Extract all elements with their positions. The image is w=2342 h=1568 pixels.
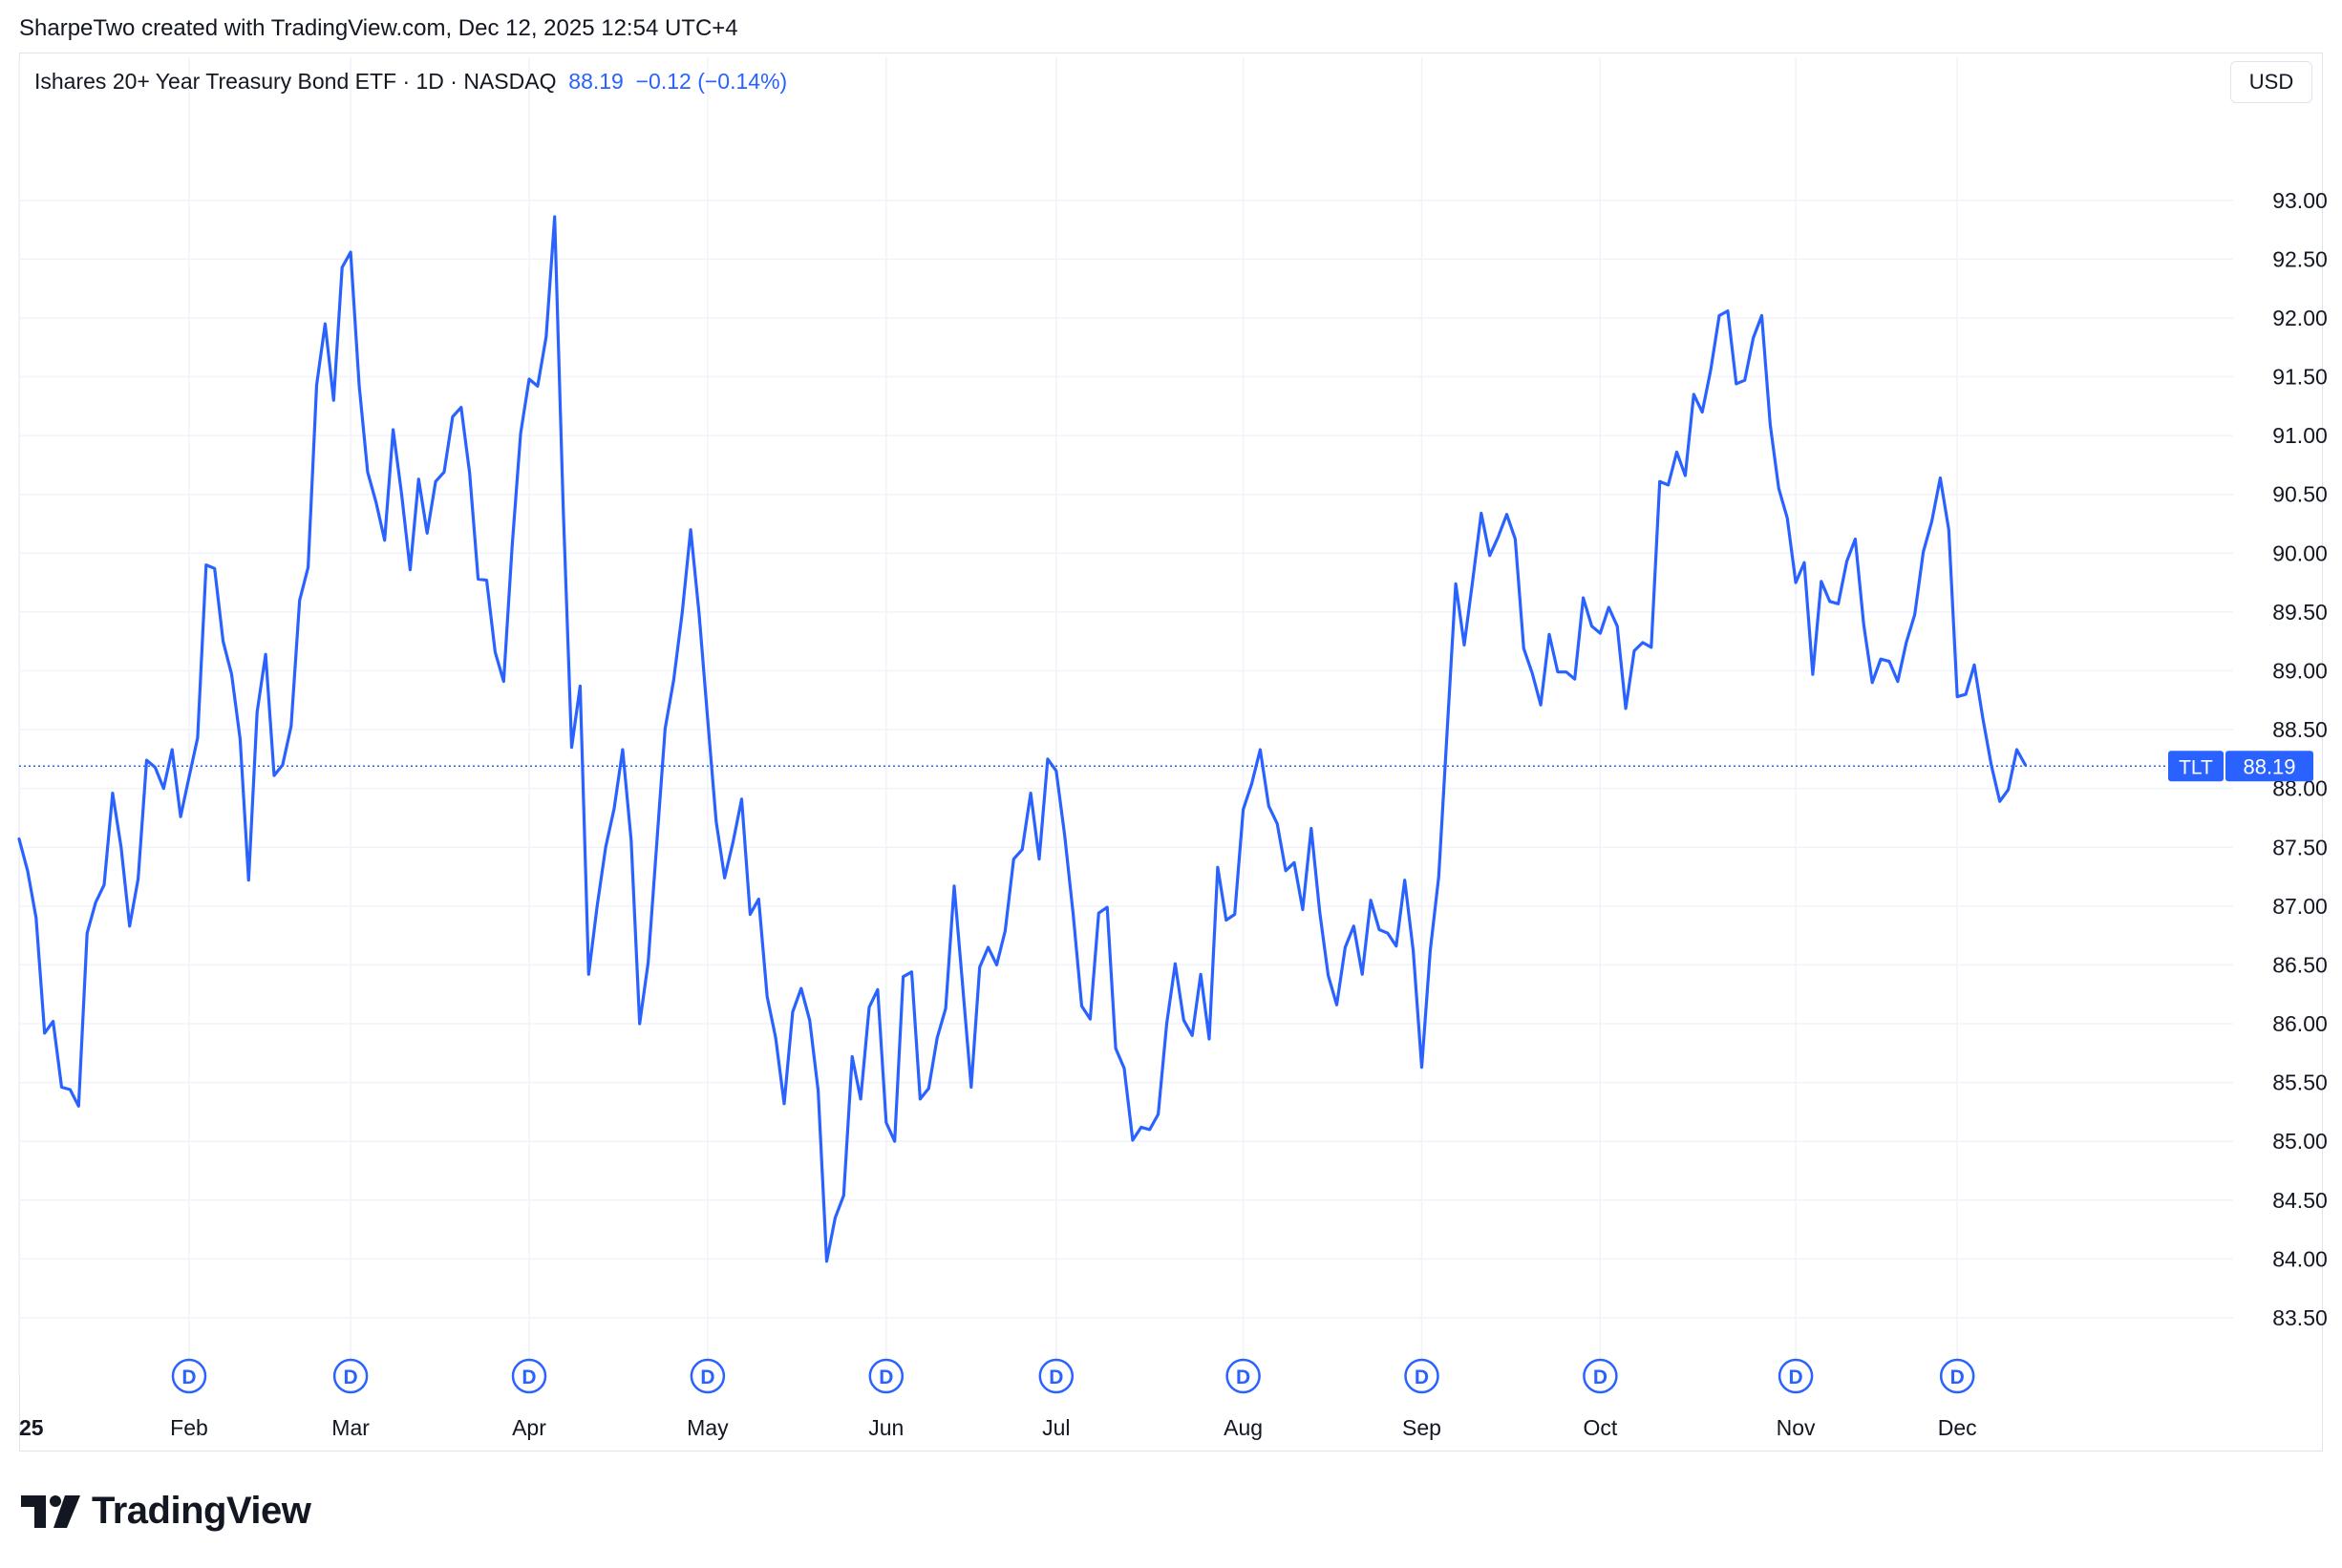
y-tick-label: 85.50 xyxy=(2272,1070,2328,1095)
price-series xyxy=(17,215,2027,1263)
dividend-marker xyxy=(1038,1358,1075,1394)
last-price-marker: TLT 88.19 xyxy=(19,751,2313,782)
y-tick-label: 92.00 xyxy=(2272,306,2328,330)
x-tick-label: Mar xyxy=(331,1415,370,1440)
y-tick-label: 93.00 xyxy=(2272,188,2328,213)
dividend-marker xyxy=(1225,1358,1261,1394)
y-tick-label: 87.00 xyxy=(2272,894,2328,919)
y-tick-label: 87.50 xyxy=(2272,835,2328,859)
dividend-marker-label: D xyxy=(1236,1367,1250,1388)
dividend-marker-label: D xyxy=(1415,1367,1429,1388)
grid-lines xyxy=(18,57,2233,1375)
dividend-marker-label: D xyxy=(1049,1367,1063,1388)
dividend-marker xyxy=(1778,1358,1814,1394)
dividend-marker xyxy=(511,1358,547,1394)
dividend-marker-label: D xyxy=(344,1367,358,1388)
dividend-marker-label: D xyxy=(700,1367,714,1388)
symbol-legend: Ishares 20+ Year Treasury Bond ETF · 1D … xyxy=(34,69,787,95)
price-line xyxy=(17,215,2027,1263)
symbol-tag-label: TLT xyxy=(2179,756,2213,778)
y-tick-label: 83.50 xyxy=(2272,1305,2328,1330)
x-tick-label: Sep xyxy=(1402,1415,1441,1440)
tradingview-logo-icon xyxy=(21,1494,80,1528)
chart-credit: SharpeTwo created with TradingView.com, … xyxy=(19,15,738,41)
y-tick-label: 91.00 xyxy=(2272,423,2328,448)
dividend-marker-label: D xyxy=(1950,1367,1965,1388)
dividend-marker xyxy=(1404,1358,1439,1394)
tradingview-brand: TradingView xyxy=(21,1490,311,1533)
x-tick-label: Jun xyxy=(868,1415,904,1440)
dividend-marker-label: D xyxy=(522,1367,536,1388)
y-tick-label: 85.00 xyxy=(2272,1129,2328,1154)
y-tick-label: 89.00 xyxy=(2272,658,2328,683)
dividend-marker-label: D xyxy=(1789,1367,1803,1388)
symbol-tag xyxy=(2168,751,2224,782)
y-axis: 93.00 92.50 92.00 91.50 91.00 90.50 90.00 89.50… xyxy=(2272,188,2328,1330)
x-tick-label: Feb xyxy=(170,1415,208,1440)
y-tick-label: 90.50 xyxy=(2272,482,2328,507)
x-tick-label: 25 xyxy=(19,1415,44,1440)
legend-change: −0.12 (−0.14%) xyxy=(635,69,788,94)
x-tick-label: Dec xyxy=(1938,1415,1977,1440)
dividend-marker xyxy=(868,1358,905,1394)
x-tick-label: Jul xyxy=(1042,1415,1070,1440)
y-tick-label: 84.00 xyxy=(2272,1246,2328,1271)
dividend-marker xyxy=(1939,1358,1975,1394)
y-tick-label: 92.50 xyxy=(2272,246,2328,271)
y-tick-label: 91.50 xyxy=(2272,365,2328,390)
x-tick-label: Nov xyxy=(1777,1415,1816,1440)
last-price-tag-label: 88.19 xyxy=(2243,754,2295,778)
x-axis: 25 Feb Mar Apr May Jun Jul Aug Sep Oct Nov Dec xyxy=(19,1415,1977,1440)
x-tick-label: May xyxy=(687,1415,729,1440)
last-price-tag xyxy=(2225,751,2313,782)
x-tick-label: Apr xyxy=(512,1415,546,1440)
y-tick-label: 88.50 xyxy=(2272,717,2328,742)
dividend-marker-label: D xyxy=(879,1367,893,1388)
legend-price: 88.19 xyxy=(568,69,624,94)
legend-title: Ishares 20+ Year Treasury Bond ETF · 1D … xyxy=(34,69,557,94)
x-tick-label: Aug xyxy=(1224,1415,1263,1440)
y-tick-label: 86.00 xyxy=(2272,1011,2328,1036)
dividend-marker-label: D xyxy=(1593,1367,1607,1388)
dividend-marker xyxy=(171,1358,207,1394)
currency-button[interactable]: USD xyxy=(2230,61,2312,103)
y-tick-label: 89.50 xyxy=(2272,600,2328,625)
y-tick-label: 84.50 xyxy=(2272,1188,2328,1213)
y-tick-label: 86.50 xyxy=(2272,952,2328,977)
dividend-marker xyxy=(332,1358,369,1394)
x-tick-label: Oct xyxy=(1584,1415,1618,1440)
dividend-marker xyxy=(690,1358,726,1394)
dividend-marker xyxy=(1583,1358,1618,1394)
brand-text: TradingView xyxy=(92,1490,311,1532)
y-tick-label: 90.00 xyxy=(2272,540,2328,565)
dividend-marker-label: D xyxy=(181,1367,196,1388)
